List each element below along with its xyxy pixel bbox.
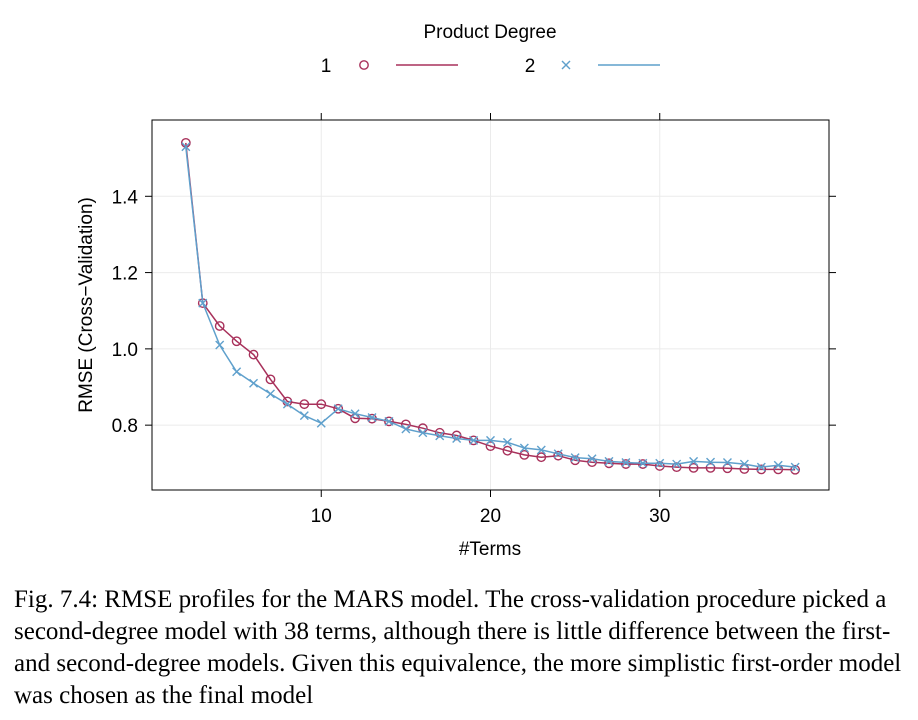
data-point bbox=[722, 463, 733, 474]
data-point bbox=[739, 459, 749, 469]
data-point bbox=[570, 455, 581, 466]
data-point bbox=[621, 459, 631, 469]
data-point bbox=[333, 404, 343, 414]
legend-title: Product Degree bbox=[423, 22, 556, 43]
legend: Product Degree 1 2 bbox=[321, 22, 660, 77]
data-point bbox=[756, 462, 766, 472]
data-point bbox=[654, 461, 665, 471]
data-point bbox=[722, 458, 732, 468]
data-point bbox=[367, 413, 377, 423]
data-point bbox=[384, 416, 394, 427]
data-point bbox=[756, 464, 767, 475]
y-axis-label: RMSE (Cross−Validation) bbox=[76, 197, 97, 413]
data-series bbox=[180, 137, 801, 475]
data-point bbox=[198, 298, 208, 308]
data-point bbox=[452, 434, 462, 444]
y-tick-label: 1.2 bbox=[112, 264, 138, 285]
data-point bbox=[265, 374, 276, 385]
data-point bbox=[384, 416, 394, 426]
data-point bbox=[553, 449, 563, 459]
data-point bbox=[418, 428, 428, 438]
data-point bbox=[486, 435, 495, 445]
data-point bbox=[232, 367, 242, 377]
data-point bbox=[214, 321, 225, 331]
data-point bbox=[299, 399, 310, 410]
legend-marker-series-1 bbox=[359, 60, 369, 70]
data-point bbox=[231, 336, 242, 347]
data-point bbox=[282, 399, 292, 409]
legend-label-series-2: 2 bbox=[525, 56, 536, 77]
x-tick-label: 30 bbox=[649, 506, 670, 527]
data-point bbox=[604, 456, 614, 466]
data-point bbox=[773, 460, 783, 470]
x-tick-label: 20 bbox=[480, 506, 501, 527]
data-point bbox=[434, 427, 445, 438]
legend-label-series-1: 1 bbox=[321, 56, 332, 77]
data-point bbox=[536, 452, 547, 463]
data-point bbox=[553, 450, 564, 461]
data-point bbox=[435, 431, 445, 441]
data-point bbox=[638, 458, 648, 468]
data-point bbox=[637, 459, 648, 469]
data-point bbox=[536, 445, 546, 455]
axis-ticks: 10 20 30 0.8 1.0 1.2 1.4 bbox=[112, 113, 836, 527]
data-point bbox=[502, 445, 513, 456]
data-point bbox=[790, 462, 800, 472]
y-tick-label: 0.8 bbox=[112, 416, 138, 437]
data-point bbox=[181, 142, 191, 152]
y-tick-label: 1.0 bbox=[112, 340, 138, 361]
data-point bbox=[706, 457, 716, 467]
rmse-line-chart: Product Degree 1 2 10 20 30 0.8 1.0 1.2 1.4 #T… bbox=[76, 22, 836, 560]
data-point bbox=[316, 399, 327, 410]
data-point bbox=[299, 411, 309, 421]
data-point bbox=[469, 435, 479, 445]
data-point bbox=[350, 409, 360, 419]
data-point bbox=[655, 458, 665, 468]
data-point bbox=[604, 458, 614, 469]
grid-lines bbox=[152, 120, 829, 490]
data-point bbox=[689, 456, 699, 466]
data-point bbox=[401, 424, 411, 434]
series-line-1 bbox=[185, 142, 796, 471]
legend-marker-series-2 bbox=[561, 60, 571, 70]
data-point bbox=[587, 454, 597, 464]
data-point bbox=[570, 453, 580, 463]
data-point bbox=[502, 437, 512, 447]
data-point bbox=[215, 340, 225, 350]
series-2 bbox=[181, 142, 800, 472]
data-point bbox=[519, 443, 529, 453]
data-point bbox=[621, 458, 631, 468]
data-point bbox=[485, 441, 496, 452]
data-point bbox=[672, 459, 682, 469]
x-axis-label: #Terms bbox=[459, 539, 521, 560]
data-point bbox=[705, 462, 716, 473]
x-tick-label: 10 bbox=[311, 506, 332, 527]
data-point bbox=[316, 418, 326, 428]
y-tick-label: 1.4 bbox=[112, 187, 139, 208]
data-point bbox=[688, 462, 699, 473]
data-point bbox=[249, 378, 259, 388]
data-point bbox=[333, 403, 344, 414]
data-point bbox=[248, 349, 259, 360]
data-point bbox=[451, 430, 462, 441]
data-point bbox=[671, 462, 682, 473]
data-point bbox=[265, 389, 275, 399]
data-point bbox=[519, 450, 530, 460]
figure-caption: Fig. 7.4: RMSE profiles for the MARS mod… bbox=[14, 586, 902, 709]
data-point bbox=[790, 464, 801, 475]
